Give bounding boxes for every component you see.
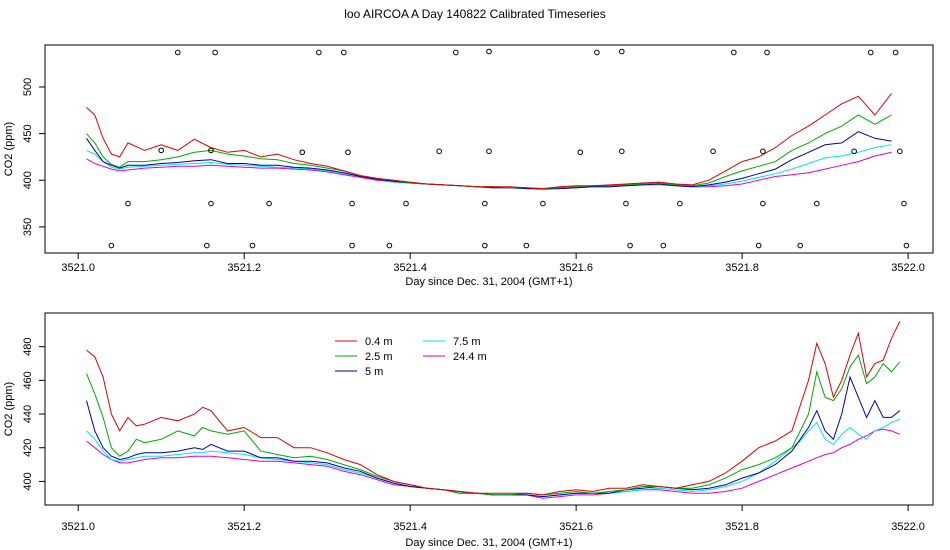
y-tick-label: 420: [22, 439, 34, 457]
x-tick-label: 3521.4: [393, 262, 427, 274]
series-line-5-m: [86, 131, 892, 190]
series-line-5-m: [86, 375, 901, 498]
x-axis-label: Day since Dec. 31, 2004 (GMT+1): [405, 537, 572, 549]
legend-label: 24.4 m: [453, 351, 487, 363]
x-tick-label: 3521.0: [61, 262, 95, 274]
marker-point: [760, 200, 766, 207]
marker-point: [677, 200, 683, 207]
legend-label: 2.5 m: [365, 351, 393, 363]
x-tick-label: 3521.2: [227, 262, 261, 274]
marker-point: [540, 200, 546, 207]
y-tick-label: 500: [22, 78, 34, 96]
x-tick-label: 3521.8: [725, 521, 759, 533]
marker-point: [299, 149, 306, 156]
marker-point: [208, 200, 214, 207]
series-line-2-5-m: [86, 353, 901, 496]
marker-point: [108, 242, 115, 249]
marker-point: [436, 148, 443, 155]
marker-point: [523, 242, 530, 249]
y-tick-label: 450: [22, 124, 34, 142]
marker-point: [204, 242, 210, 249]
marker-point: [897, 148, 903, 155]
marker-point: [349, 242, 355, 249]
marker-point: [660, 242, 667, 249]
marker-point: [208, 147, 214, 154]
marker-point: [797, 242, 804, 249]
x-tick-label: 3522.0: [891, 262, 925, 274]
y-tick-label: 400: [22, 171, 34, 189]
y-tick-label: 460: [22, 371, 34, 389]
marker-point: [627, 242, 633, 249]
marker-point: [814, 200, 820, 207]
marker-point: [316, 49, 322, 56]
marker-point: [623, 200, 629, 207]
marker-point: [403, 200, 409, 207]
series-group: [86, 321, 901, 499]
marker-point: [486, 148, 492, 155]
marker-point: [482, 200, 488, 207]
marker-point: [212, 49, 218, 56]
marker-point: [486, 48, 492, 55]
marker-point: [851, 148, 857, 155]
marker-point: [618, 48, 625, 55]
plot-frame: [44, 312, 934, 506]
marker-point: [340, 49, 347, 56]
series-line-24-4-m: [86, 151, 892, 191]
marker-point: [125, 200, 131, 207]
marker-point: [577, 149, 584, 156]
series-line-0-4-m: [86, 93, 892, 190]
y-axis-label: CO2 (ppm): [3, 382, 15, 436]
marker-point: [345, 149, 351, 156]
marker-point: [174, 49, 181, 56]
panel-1: 3521.0 3521.2 3521.4 3521.6 3521.8 3522.0 350 4…: [3, 44, 934, 288]
marker-point: [453, 49, 459, 56]
marker-point: [482, 242, 488, 249]
marker-point: [901, 200, 907, 207]
marker-point: [158, 147, 164, 154]
x-tick-label: 3521.6: [559, 521, 593, 533]
x-tick-label: 3521.6: [559, 262, 593, 274]
y-tick-label: 350: [22, 218, 34, 236]
y-tick-label: 480: [22, 338, 34, 356]
x-tick-label: 3522.0: [891, 521, 925, 533]
marker-point: [386, 242, 393, 249]
marker-point: [349, 200, 355, 207]
series-line-7-5-m: [86, 144, 892, 191]
legend-label: 7.5 m: [453, 336, 481, 348]
marker-point: [867, 49, 874, 56]
x-tick-label: 3521.8: [725, 262, 759, 274]
legend: 0.4 m 2.5 m 5 m 7.5 m 24.4 m: [335, 336, 487, 378]
marker-point: [731, 49, 737, 56]
panel-2: 3521.0 3521.2 3521.4 3521.6 3521.8 3522.0 400 4…: [3, 312, 934, 549]
marker-point: [594, 49, 600, 56]
marker-point: [710, 148, 716, 155]
x-axis-label: Day since Dec. 31, 2004 (GMT+1): [405, 276, 572, 288]
legend-label: 0.4 m: [365, 336, 393, 348]
marker-point: [618, 148, 625, 155]
x-tick-label: 3521.2: [227, 521, 261, 533]
y-tick-label: 440: [22, 405, 34, 423]
marker-point: [249, 242, 256, 249]
x-tick-label: 3521.4: [393, 521, 427, 533]
marker-point: [755, 242, 762, 249]
series-line-7-5-m: [86, 418, 900, 498]
legend-label: 5 m: [365, 366, 383, 378]
y-tick-label: 400: [22, 472, 34, 490]
plot-frame: [44, 44, 934, 254]
series-group: [86, 48, 910, 249]
figure-title: loo AIRCOA A Day 140822 Calibrated Times…: [344, 7, 606, 21]
marker-point: [764, 49, 770, 56]
marker-point: [266, 200, 272, 207]
marker-point: [760, 148, 766, 155]
x-tick-label: 3521.0: [61, 521, 95, 533]
marker-point: [903, 242, 910, 249]
series-line-0-4-m: [86, 321, 901, 496]
marker-point: [892, 49, 899, 56]
y-axis-label: CO2 (ppm): [3, 122, 15, 176]
